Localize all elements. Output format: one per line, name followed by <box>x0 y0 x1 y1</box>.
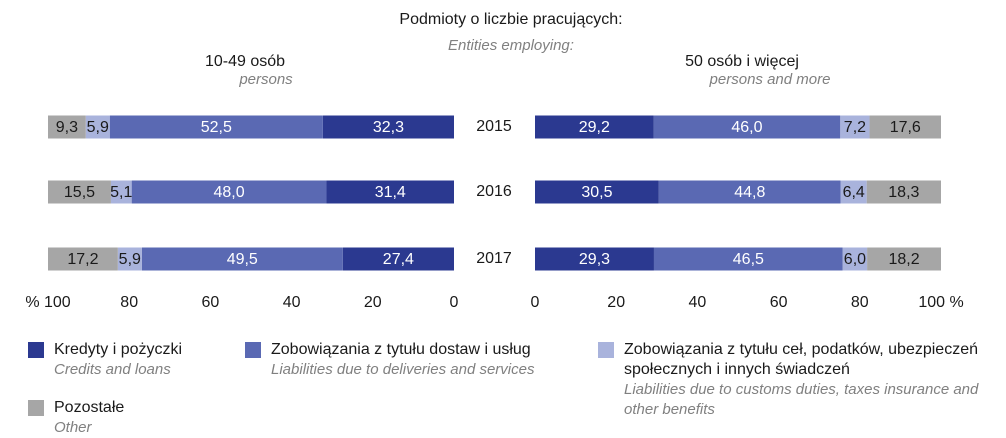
legend-label: Liabilities due to customs duties, taxes… <box>624 381 979 418</box>
value-label: 7,2 <box>844 119 866 136</box>
category-label: 2015 <box>476 118 512 135</box>
value-label: 17,6 <box>890 119 921 136</box>
bar-segment <box>535 180 659 204</box>
bar-segment <box>48 115 86 139</box>
bar-segment <box>141 247 343 271</box>
bar-segment <box>840 115 870 139</box>
value-label: 5,1 <box>110 184 132 201</box>
bar-segment <box>131 180 327 204</box>
x-tick-label: 0 <box>531 294 540 311</box>
value-label: 52,5 <box>201 119 232 136</box>
legend-swatch <box>28 342 44 358</box>
value-label: 29,3 <box>579 251 610 268</box>
bar-segment <box>48 180 111 204</box>
chart-title: Podmioty o liczbie pracujących: <box>399 11 622 28</box>
bar-segment <box>535 247 654 271</box>
x-tick-label: 60 <box>202 294 220 311</box>
panel-title: 10-49 osób <box>205 53 285 70</box>
legend-item: Pozostałe Other <box>28 398 228 438</box>
value-label: 44,8 <box>734 184 765 201</box>
legend-text: Pozostałe Other <box>54 398 124 438</box>
bar-segment <box>85 115 110 139</box>
legend-swatch <box>28 400 44 416</box>
value-label: 48,0 <box>214 184 245 201</box>
legend-label: Zobowiązania z tytułu ceł, podatków, ube… <box>624 341 978 378</box>
bar-segment <box>117 247 142 271</box>
legend-item: Kredyty i pożyczki Credits and loans <box>28 340 228 380</box>
value-label: 31,4 <box>375 184 406 201</box>
legend-label: Zobowiązania z tytułu dostaw i usług <box>271 341 531 358</box>
legend-item: Zobowiązania z tytułu ceł, podatków, ube… <box>598 340 988 420</box>
legend-label: Liabilities due to deliveries and servic… <box>271 361 535 378</box>
value-label: 49,5 <box>227 251 258 268</box>
value-label: 18,3 <box>888 184 919 201</box>
legend-text: Kredyty i pożyczki Credits and loans <box>54 340 182 380</box>
legend-label: Other <box>54 419 92 436</box>
x-tick-label: 80 <box>120 294 138 311</box>
bar-segment <box>109 115 323 139</box>
value-label: 5,9 <box>119 251 141 268</box>
value-label: 9,3 <box>56 119 78 136</box>
bar-segment <box>653 247 843 271</box>
bar-segment <box>866 180 941 204</box>
x-tick-label: % 100 <box>25 294 70 311</box>
value-label: 15,5 <box>64 184 95 201</box>
value-label: 32,3 <box>373 119 404 136</box>
legend-label: Pozostałe <box>54 399 125 416</box>
bar-segment <box>840 180 867 204</box>
legend-swatch <box>598 342 614 358</box>
value-label: 27,4 <box>383 251 414 268</box>
legend-text: Zobowiązania z tytułu ceł, podatków, ube… <box>624 340 988 420</box>
x-tick-label: 40 <box>689 294 707 311</box>
legend-label: Kredyty i pożyczki <box>54 341 183 358</box>
value-label: 46,0 <box>731 119 762 136</box>
legend-text: Zobowiązania z tytułu dostaw i usług Liab… <box>271 340 534 380</box>
legend-item: Zobowiązania z tytułu dostaw i usług Liab… <box>245 340 585 380</box>
panel-subtitle: persons <box>238 71 293 88</box>
value-label: 5,9 <box>87 119 109 136</box>
value-label: 30,5 <box>581 184 612 201</box>
bar-segment <box>110 180 132 204</box>
value-label: 6,4 <box>843 184 865 201</box>
x-tick-label: 20 <box>607 294 625 311</box>
bar-segment <box>658 180 841 204</box>
bar-segment <box>48 247 118 271</box>
x-tick-label: 100 % <box>918 294 963 311</box>
category-label: 2017 <box>476 250 512 267</box>
x-tick-label: 0 <box>450 294 459 311</box>
x-tick-label: 60 <box>770 294 788 311</box>
chart-subtitle: Entities employing: <box>448 37 574 54</box>
legend-label: Credits and loans <box>54 361 171 378</box>
bar-segment <box>322 115 454 139</box>
x-tick-label: 40 <box>283 294 301 311</box>
bar-segment <box>653 115 841 139</box>
value-label: 6,0 <box>844 251 866 268</box>
value-label: 18,2 <box>888 251 919 268</box>
x-tick-label: 80 <box>851 294 869 311</box>
bar-segment <box>842 247 868 271</box>
category-label: 2016 <box>476 183 512 200</box>
bar-segment <box>535 115 654 139</box>
panel-subtitle: persons and more <box>709 71 831 88</box>
panel-title: 50 osób i więcej <box>685 53 799 70</box>
bar-segment <box>867 247 941 271</box>
legend-swatch <box>245 342 261 358</box>
bar-segment <box>342 247 454 271</box>
value-label: 46,5 <box>733 251 764 268</box>
value-label: 29,2 <box>579 119 610 136</box>
bar-segment <box>869 115 941 139</box>
bar-segment <box>326 180 454 204</box>
x-tick-label: 20 <box>364 294 382 311</box>
value-label: 17,2 <box>67 251 98 268</box>
